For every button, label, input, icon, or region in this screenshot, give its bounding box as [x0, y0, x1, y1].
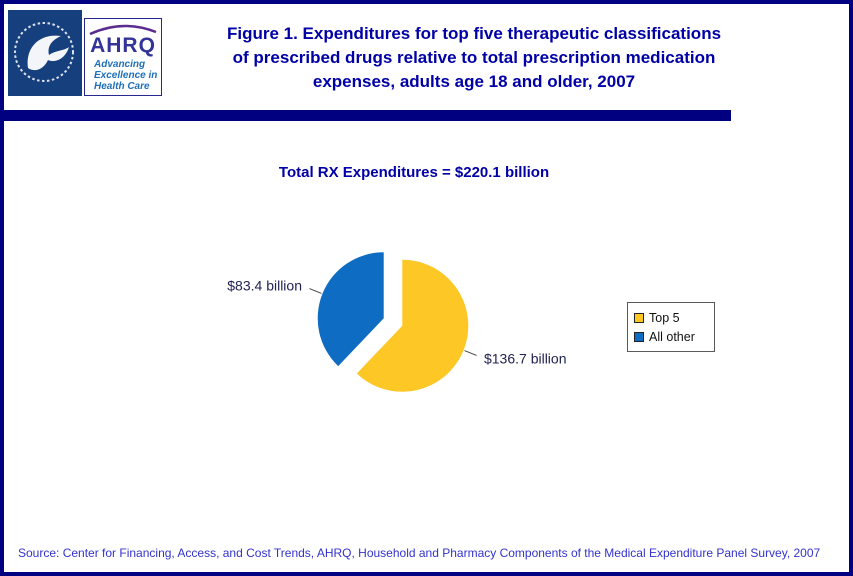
ahrq-logo: AHRQ Advancing Excellence in Health Care — [84, 18, 162, 96]
legend-swatch-all-other — [634, 331, 644, 342]
chart-legend: Top 5 All other — [627, 302, 715, 352]
figure-title-line: Figure 1. Expenditures for top five ther… — [226, 24, 722, 43]
figure-title-line: of prescribed drugs relative to total pr… — [232, 48, 716, 67]
ahrq-tagline: Advancing Excellence in Health Care — [85, 59, 161, 92]
pie-slice-top-5 — [356, 259, 469, 392]
pie-slice-all-other — [317, 252, 384, 367]
pie-value-label: $136.7 billion — [484, 350, 567, 366]
source-note: Source: Center for Financing, Access, an… — [18, 546, 821, 560]
legend-swatch-top5 — [634, 312, 644, 323]
ahrq-tagline-line: Advancing — [94, 59, 146, 70]
logo-block: AHRQ Advancing Excellence in Health Care — [8, 10, 162, 96]
legend-label-all-other: All other — [649, 329, 695, 344]
hhs-eagle-icon — [27, 35, 69, 71]
pie-chart: $136.7 billion $83.4 billion — [227, 252, 567, 392]
legend-label-top5: Top 5 — [649, 310, 680, 325]
chart-subtitle: Total RX Expenditures = $220.1 billion — [278, 164, 550, 181]
legend-item-top5: Top 5 — [634, 308, 708, 327]
figure-title: Figure 1. Expenditures for top five ther… — [174, 22, 774, 94]
pie-value-label: $83.4 billion — [227, 278, 302, 294]
legend-item-all-other: All other — [634, 327, 708, 346]
ahrq-swoosh-icon — [89, 24, 157, 35]
ahrq-wordmark: AHRQ — [90, 34, 156, 57]
figure-title-line: expenses, adults age 18 and older, 2007 — [312, 72, 636, 91]
header-divider-bar — [4, 110, 731, 121]
pie-label-leader-line — [464, 350, 477, 356]
pie-label-leader-line — [309, 288, 322, 294]
hhs-seal-text-ring — [14, 22, 74, 82]
ahrq-tagline-line: Excellence in — [94, 70, 158, 81]
ahrq-tagline-line: Health Care — [94, 81, 150, 92]
hhs-seal-icon — [8, 10, 82, 96]
